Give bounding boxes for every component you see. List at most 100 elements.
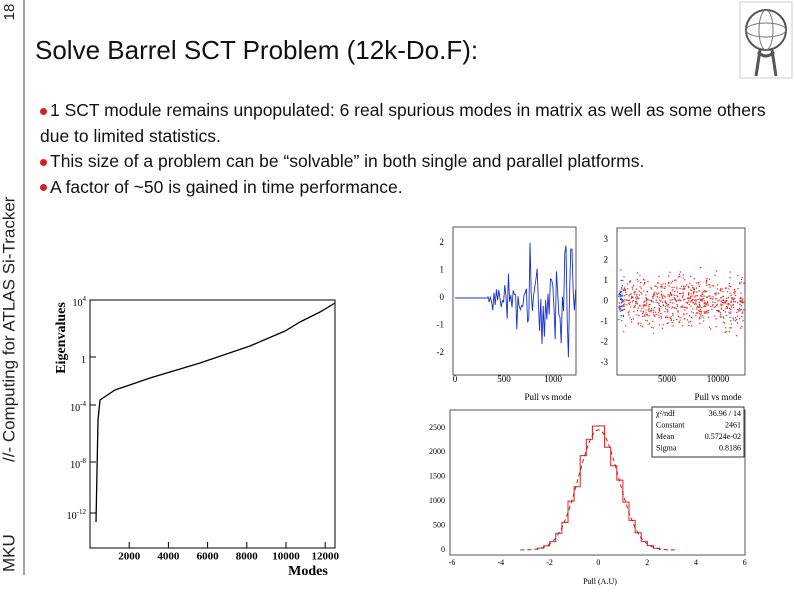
scatter-dot [656,296,658,298]
scatter-dot [623,305,625,307]
y-tick-label: 1500 [429,472,445,481]
scatter-dot [622,314,624,317]
scatter-dot [743,282,745,284]
scatter-dot [717,300,719,302]
scatter-dot [664,301,667,303]
scatter-dot [692,287,694,289]
scatter-dot [638,290,640,292]
scatter-dot [740,298,742,300]
scatter-dot [699,322,701,324]
scatter-dot [637,296,639,298]
scatter-dot [703,306,705,308]
scatter-dot [640,310,642,312]
scatter-dot [684,309,686,311]
scatter-dot [741,316,743,318]
scatter-dot [629,317,631,319]
x-tick-label: -6 [449,558,456,567]
scatter-dot [634,304,636,306]
scatter-dot [698,301,700,303]
scatter-dot [622,289,624,292]
scatter-dot [671,307,673,309]
scatter-dot [728,307,731,310]
scatter-dot [698,306,700,308]
scatter-dot [638,315,640,317]
scatter-dot [741,299,743,301]
scatter-dot [707,311,709,313]
scatter-dot [643,290,645,292]
scatter-dot [652,327,655,329]
scatter-dot [653,295,655,297]
scatter-dot [693,278,695,280]
scatter-dot [679,316,681,319]
scatter-dot [624,288,626,290]
scatter-dot [656,287,659,289]
scatter-dot [679,276,681,278]
scatter-dot [708,295,710,297]
scatter-dot [643,300,645,302]
scatter-dot [694,296,696,298]
scatter-dot [650,311,652,313]
scatter-dot [658,314,660,316]
scatter-dot [638,297,640,299]
scatter-dot [645,297,648,299]
scatter-dot [736,318,738,321]
scatter-dot [691,311,693,313]
scatter-dot [680,306,682,308]
scatter-dot [665,308,667,310]
scatter-dot [667,295,669,297]
histogram-steps [536,425,661,551]
scatter-dot [656,293,658,296]
scatter-dot [689,297,691,299]
scatter-dot [632,296,634,299]
scatter-dot [706,282,708,284]
scatter-dot [707,310,709,312]
scatter-dot [668,282,670,284]
scatter-dot [719,312,721,314]
scatter-dot [705,290,707,292]
scatter-dot [696,306,698,309]
scatter-dot [660,294,662,296]
scatter-dot [689,320,691,322]
scatter-dot [670,319,672,321]
scatter-dot [622,315,624,317]
scatter-dot [657,282,659,284]
scatter-dot [639,286,641,288]
tick-exponent: -8 [80,457,86,465]
scatter-dot [640,325,642,327]
scatter-dot [664,306,666,308]
scatter-dot [695,314,697,316]
scatter-dot [631,296,633,298]
scatter-dot [722,316,724,318]
scatter-dot [620,279,622,282]
y-tick-label: -1 [601,316,609,326]
scatter-dot [673,286,675,288]
scatter-dot [716,284,718,286]
scatter-dot [698,310,700,312]
scatter-dot [669,292,672,295]
scatter-dot [691,325,693,327]
scatter-dot [683,306,685,308]
scatter-dot [696,308,698,310]
scatter-dot [740,300,742,302]
scatter-dot [672,319,675,322]
x-tick-label: 0 [453,374,458,384]
scatter-dot [688,300,690,302]
scatter-dot [688,287,690,289]
scatter-dot [668,294,670,296]
scatter-dot [673,290,675,293]
scatter-dot [658,292,660,294]
scatter-dot [703,320,705,322]
scatter-dot [664,286,666,288]
scatter-dot [728,303,730,306]
scatter-dot [699,309,701,311]
scatter-dot [723,299,725,301]
scatter-dot [664,300,666,302]
scatter-dot [660,313,662,315]
scatter-dot [637,322,639,324]
x-tick-label: 500 [497,374,511,384]
scatter-dot [646,299,649,301]
scatter-dot [690,289,692,291]
scatter-dot [678,293,680,295]
scatter-dot [733,298,735,300]
scatter-dot [671,306,673,308]
